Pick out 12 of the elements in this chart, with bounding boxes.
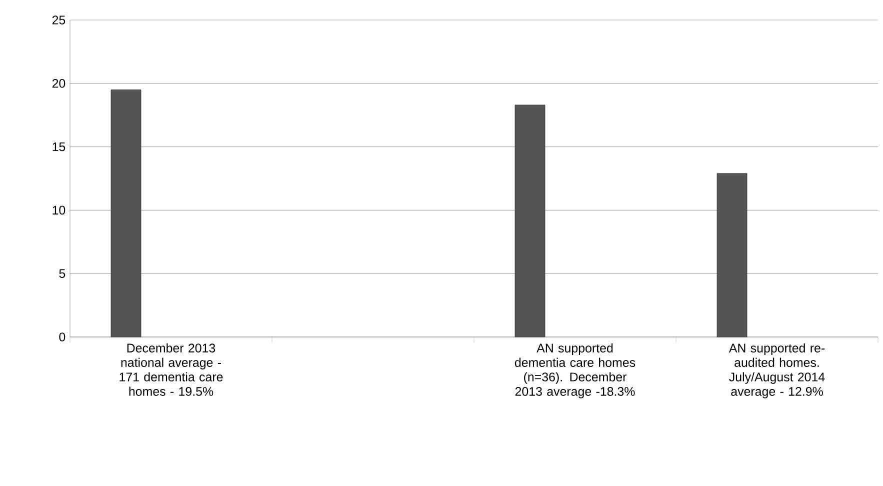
- y-tick-label: 0: [59, 332, 66, 342]
- bar: [110, 90, 142, 338]
- y-tick-label: 15: [52, 142, 66, 152]
- x-tick-label: December 2013 national average - 171 dementia care homes - 19.5%: [120, 343, 223, 396]
- y-tick-label: 25: [52, 16, 66, 24]
- y-tick-label: 5: [59, 269, 66, 278]
- x-tick-label: AN supported dementia care homes (n=36). December 2013 average -18.3%: [514, 343, 636, 398]
- y-tick-label: 20: [52, 78, 66, 88]
- y-tick-label: 10: [52, 206, 66, 215]
- bar: [716, 173, 748, 338]
- bar: [514, 104, 546, 338]
- x-tick-label: AN supported re-audited homes. July/August 2014 average - 12.9%: [728, 343, 825, 398]
